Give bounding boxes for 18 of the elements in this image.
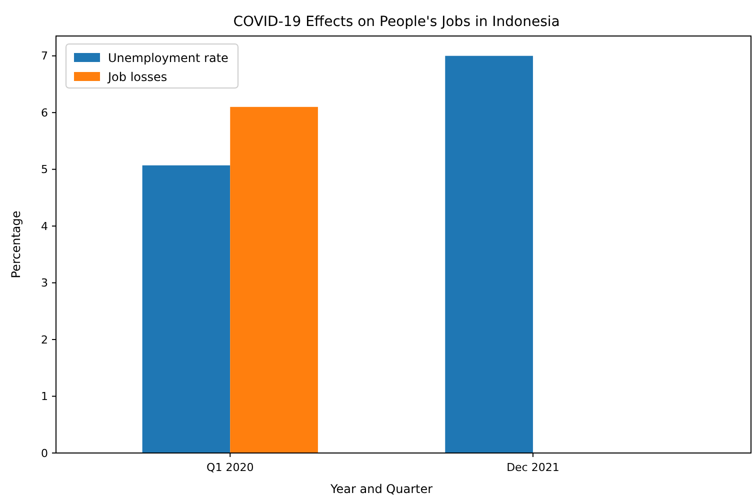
bar (142, 165, 230, 453)
y-tick-label: 3 (41, 276, 48, 290)
chart-title: COVID-19 Effects on People's Jobs in Indonesia (233, 14, 560, 30)
y-tick-label: 4 (41, 220, 48, 233)
bar (230, 106, 318, 453)
y-axis-title: Percentage (9, 210, 23, 278)
y-tick-label: 7 (41, 50, 48, 63)
bar (445, 56, 533, 453)
y-tick-label: 0 (41, 446, 48, 460)
legend-label: Unemployment rate (108, 51, 228, 65)
x-axis-title: Year and Quarter (330, 482, 433, 496)
y-tick-label: 5 (41, 163, 48, 176)
y-tick-label: 6 (41, 106, 48, 120)
y-tick-label: 2 (41, 333, 48, 346)
x-tick-label: Dec 2021 (506, 461, 560, 474)
legend-label: Job losses (107, 70, 168, 84)
x-tick-label: Q1 2020 (206, 461, 254, 474)
y-tick-label: 1 (41, 390, 48, 404)
